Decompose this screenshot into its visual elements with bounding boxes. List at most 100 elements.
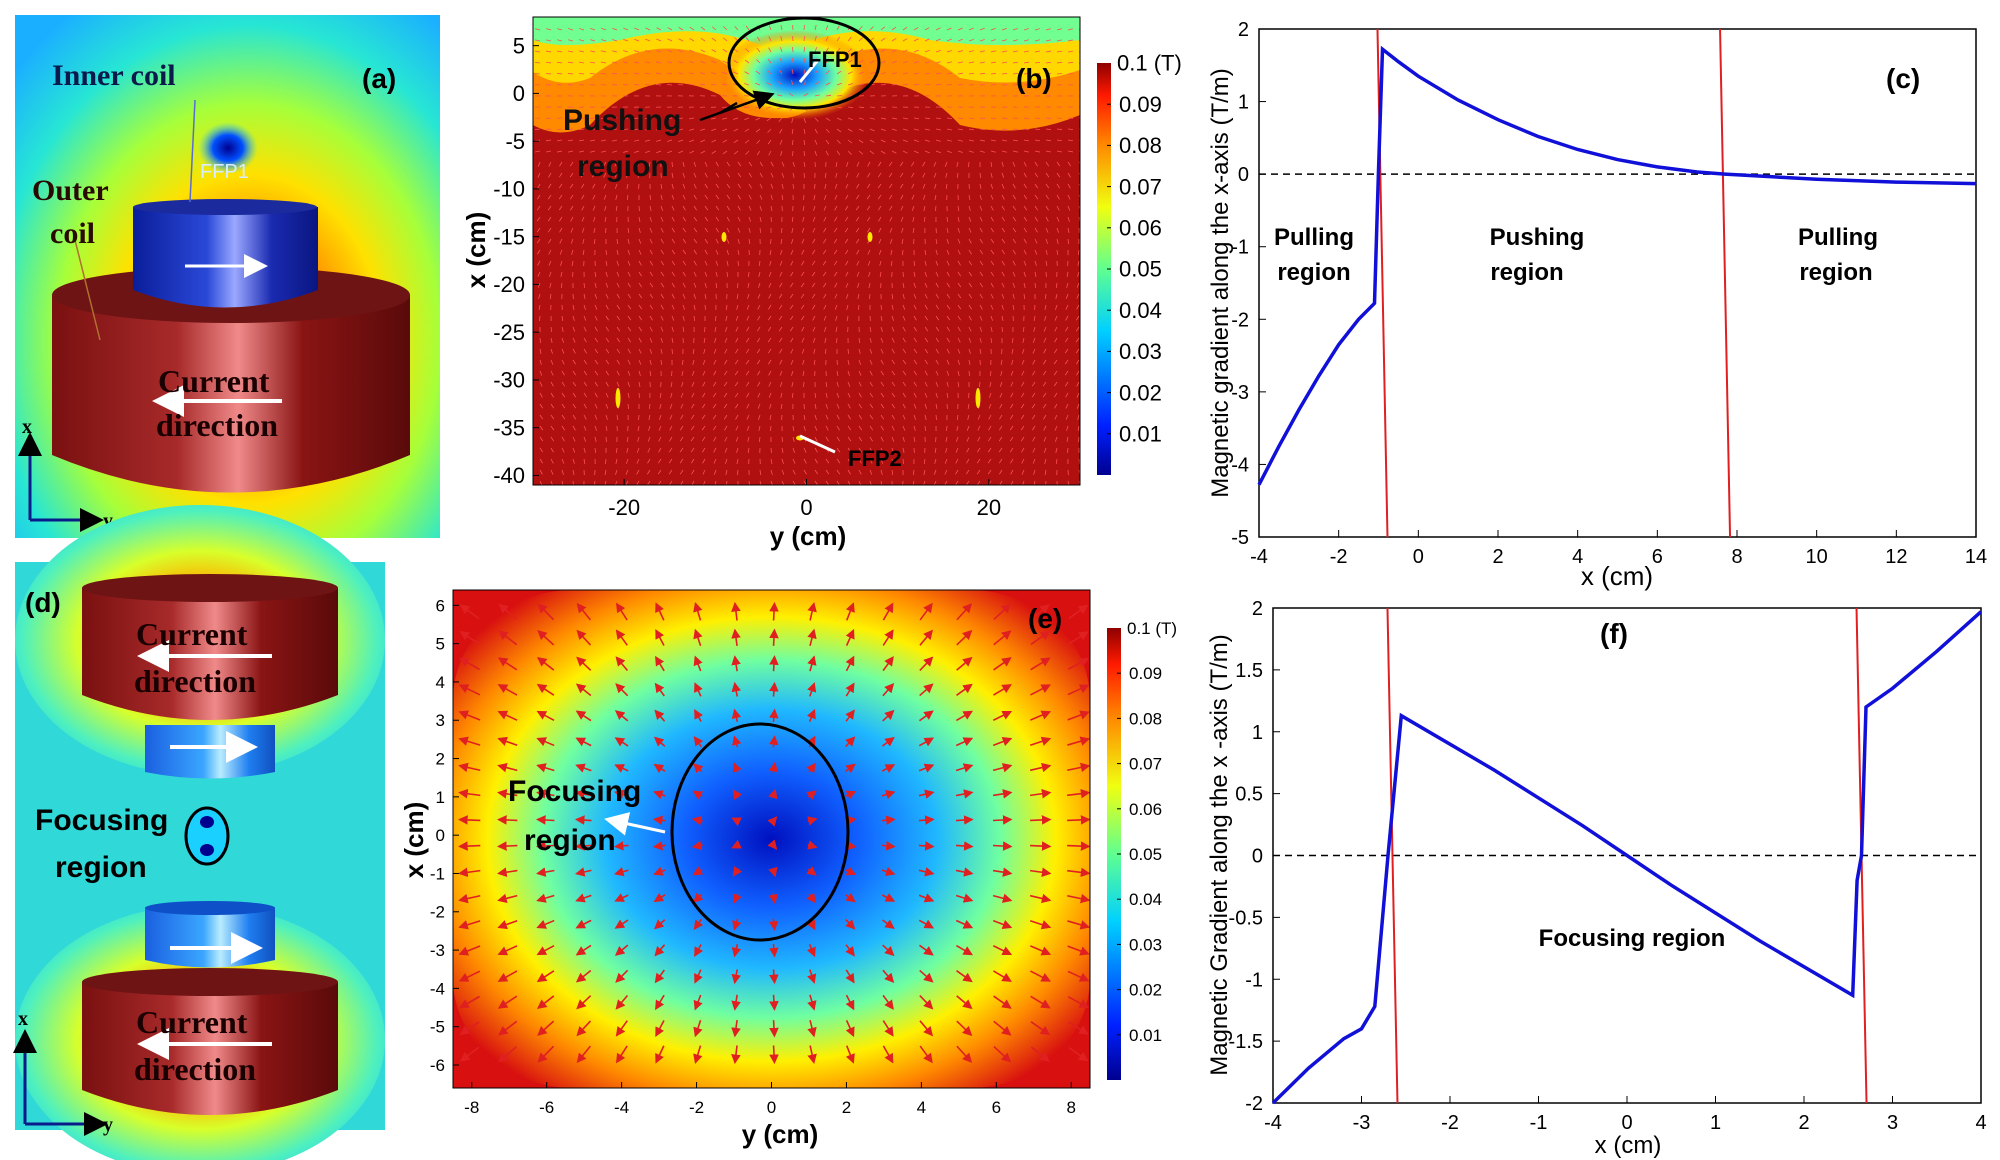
field-arrow	[614, 710, 629, 722]
field-arrow	[869, 26, 874, 31]
field-arrow	[858, 150, 864, 155]
field-arrow	[802, 205, 805, 211]
field-arrow	[713, 447, 717, 453]
field-arrow	[756, 36, 761, 42]
field-arrow	[1012, 73, 1019, 75]
field-arrow	[946, 84, 953, 86]
field-arrow	[539, 381, 543, 387]
field-arrow	[882, 1045, 894, 1064]
field-arrow	[822, 271, 827, 277]
field-arrow	[1034, 271, 1037, 277]
field-arrow	[1034, 161, 1038, 167]
field-arrow	[979, 72, 986, 75]
field-arrow	[934, 183, 937, 189]
field-arrow	[979, 260, 984, 266]
field-arrow	[645, 139, 651, 142]
field-arrow	[1029, 736, 1052, 746]
field-arrow	[956, 970, 973, 983]
field-arrow	[550, 436, 555, 442]
field-arrow	[979, 348, 982, 354]
field-arrow	[769, 994, 779, 1011]
field-arrow	[855, 194, 860, 200]
field-arrow	[682, 238, 687, 244]
y-tick-label: -2	[1245, 1093, 1263, 1115]
field-arrow	[702, 392, 706, 398]
field-arrow	[1054, 425, 1058, 431]
field-arrow	[574, 815, 592, 825]
field-arrow	[807, 816, 818, 826]
field-arrow	[726, 216, 730, 222]
field-arrow	[580, 183, 585, 189]
field-arrow	[625, 161, 629, 167]
field-arrow	[725, 315, 728, 321]
data-point	[1975, 183, 1977, 185]
field-arrow	[878, 216, 882, 222]
field-arrow	[992, 710, 1013, 721]
field-arrow	[678, 150, 684, 154]
field-arrow	[703, 348, 706, 354]
field-arrow	[575, 867, 592, 877]
field-arrow	[572, 304, 575, 310]
svg-text:x: x	[18, 1008, 28, 1030]
field-arrow	[825, 25, 829, 31]
field-arrow	[792, 183, 795, 190]
field-arrow	[689, 139, 695, 143]
field-arrow	[638, 260, 642, 266]
svg-text:Pushing: Pushing	[1490, 224, 1585, 251]
field-arrow	[891, 150, 897, 154]
field-arrow	[615, 683, 629, 697]
field-arrow	[671, 205, 675, 211]
field-arrow	[1066, 425, 1069, 431]
field-arrow	[626, 436, 629, 443]
field-arrow	[648, 425, 651, 431]
field-arrow	[957, 326, 961, 332]
field-arrow	[579, 150, 585, 153]
field-arrow	[946, 72, 952, 75]
field-arrow	[806, 790, 817, 800]
field-arrow	[1034, 50, 1040, 53]
field-arrow	[791, 370, 794, 376]
field-arrow	[550, 337, 553, 343]
field-arrow	[634, 72, 640, 75]
field-arrow	[700, 60, 706, 64]
field-arrow	[579, 39, 585, 42]
field-arrow	[968, 348, 971, 354]
field-arrow	[768, 36, 772, 42]
field-arrow	[660, 183, 663, 189]
field-arrow	[1032, 436, 1036, 442]
field-arrow	[638, 337, 642, 343]
field-arrow	[957, 282, 962, 288]
field-arrow	[627, 227, 630, 233]
field-arrow	[858, 447, 863, 453]
field-arrow	[856, 260, 860, 266]
field-arrow	[572, 436, 576, 442]
field-arrow	[869, 48, 875, 53]
field-arrow	[671, 183, 674, 189]
field-arrow	[725, 304, 728, 311]
field-arrow	[692, 359, 695, 365]
field-arrow	[669, 436, 673, 442]
field-arrow	[594, 359, 599, 365]
field-arrow	[902, 436, 905, 442]
field-arrow	[656, 27, 662, 31]
field-arrow	[655, 1045, 665, 1064]
data-point	[1457, 99, 1459, 101]
field-arrow	[800, 293, 805, 299]
field-arrow	[603, 172, 607, 178]
field-arrow	[546, 50, 552, 53]
field-arrow	[615, 447, 618, 454]
field-arrow	[1000, 359, 1003, 365]
field-arrow	[1067, 194, 1071, 200]
field-arrow	[869, 425, 874, 431]
field-arrow	[702, 447, 706, 453]
field-arrow	[1075, 337, 1080, 343]
field-arrow	[497, 1020, 518, 1036]
field-arrow	[682, 216, 686, 222]
field-arrow	[957, 359, 960, 365]
field-arrow	[968, 337, 972, 343]
field-arrow	[1001, 128, 1008, 131]
field-arrow	[791, 216, 794, 223]
field-arrow	[807, 682, 817, 697]
field-arrow	[1012, 249, 1016, 255]
field-arrow	[924, 348, 929, 354]
